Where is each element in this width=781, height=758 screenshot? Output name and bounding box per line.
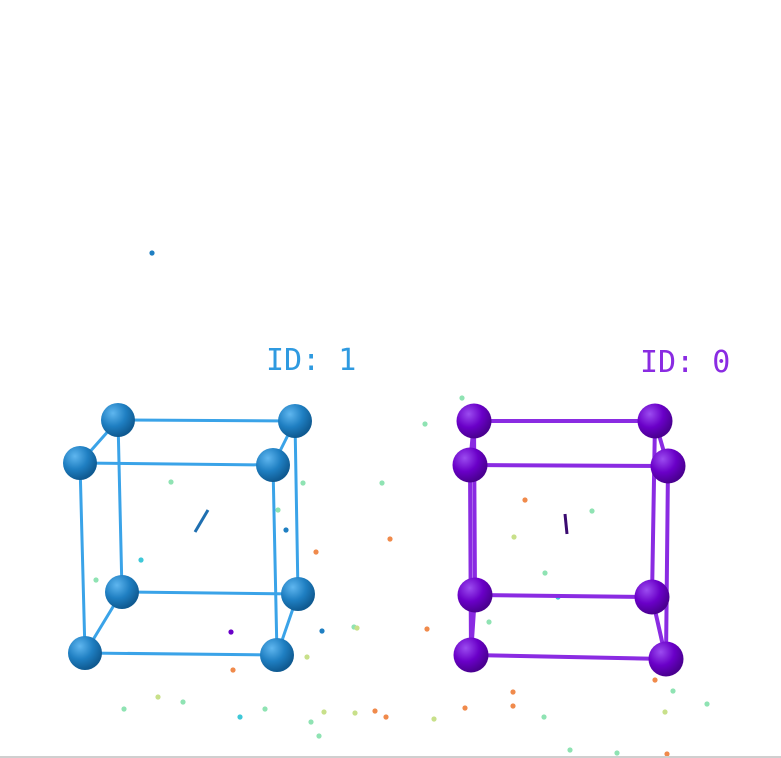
box-edge <box>468 463 473 657</box>
box-0-label: ID: 0 <box>640 345 730 380</box>
scatter-point <box>93 577 99 583</box>
scatter-point <box>180 699 186 705</box>
scatter-point <box>542 570 548 576</box>
box-edge <box>468 463 670 468</box>
corner-node <box>260 638 294 672</box>
box-edge <box>664 464 670 661</box>
scatter-point <box>228 629 234 635</box>
scatter-point <box>237 714 243 720</box>
scatter-point <box>510 703 516 709</box>
corner-node <box>256 448 290 482</box>
box-edge <box>120 590 300 596</box>
scatter-point <box>424 626 430 632</box>
corner-node <box>105 575 139 609</box>
scatter-point <box>283 527 289 533</box>
scatter-point <box>308 719 314 725</box>
scatter-point <box>431 716 437 722</box>
corner-node <box>63 446 97 480</box>
box-edge <box>293 419 300 596</box>
corner-node <box>456 403 492 439</box>
scatter-point <box>352 710 358 716</box>
corner-node <box>648 641 684 677</box>
scatter-point <box>704 701 710 707</box>
box-1-corner-nodes <box>63 403 315 672</box>
scatter-point <box>313 549 319 555</box>
box-edge <box>271 463 279 657</box>
scatter-point <box>262 706 268 712</box>
scatter-point <box>230 667 236 673</box>
corner-node <box>68 636 102 670</box>
scatter-point <box>541 714 547 720</box>
scatter-point <box>589 508 595 514</box>
box-edge <box>116 418 124 594</box>
box-0-edges <box>468 419 670 661</box>
bounding-box-1[interactable]: ID: 1 <box>63 343 356 672</box>
box-0-corner-nodes <box>452 403 686 677</box>
scatter-point <box>319 628 325 634</box>
scatter-point <box>138 557 144 563</box>
scatter-point <box>304 654 310 660</box>
scatter-point <box>486 619 492 625</box>
scatter-point <box>459 395 465 401</box>
bounding-box-0[interactable]: ID: 0 <box>452 345 731 677</box>
scatter-point <box>168 479 174 485</box>
box-1-label: ID: 1 <box>266 343 356 378</box>
corner-node <box>637 403 673 439</box>
box-edge <box>469 653 668 661</box>
box-edge <box>83 651 279 657</box>
scatter-point <box>149 250 155 256</box>
corner-node <box>278 404 312 438</box>
box-edge <box>78 461 87 655</box>
scatter-point <box>614 750 620 756</box>
scatter-point <box>121 706 127 712</box>
box-edge <box>78 461 275 467</box>
bottom-border <box>0 756 781 758</box>
box-1-heading-arrow <box>193 509 210 533</box>
scatter-point <box>522 497 528 503</box>
box-edge <box>472 419 477 597</box>
scatter-point <box>510 689 516 695</box>
scatter-point <box>300 480 306 486</box>
box-edge <box>116 418 297 423</box>
scatter-point <box>422 421 428 427</box>
box-edge <box>473 593 654 599</box>
box-edge <box>650 419 657 599</box>
scatter-point <box>321 709 327 715</box>
scatter-point <box>155 694 161 700</box>
scatter-point <box>511 534 517 540</box>
corner-node <box>281 577 315 611</box>
corner-node <box>650 448 686 484</box>
scatter-point <box>567 747 573 753</box>
scatter-point <box>372 708 378 714</box>
scatter-point <box>275 507 281 513</box>
scatter-point <box>379 480 385 486</box>
scatter-point <box>316 733 322 739</box>
corner-node <box>457 577 493 613</box>
scatter-points <box>93 250 710 757</box>
scatter-point <box>354 625 360 631</box>
scatter-point <box>462 705 468 711</box>
scatter-point <box>664 751 670 757</box>
scatter-point <box>652 677 658 683</box>
corner-node <box>452 447 488 483</box>
scatter-point <box>387 536 393 542</box>
scatter-point <box>383 714 389 720</box>
scatter-point <box>670 688 676 694</box>
box-0-heading-arrow <box>563 513 569 535</box>
corner-node <box>634 579 670 615</box>
corner-node <box>101 403 135 437</box>
corner-node <box>453 637 489 673</box>
scatter-point <box>662 709 668 715</box>
